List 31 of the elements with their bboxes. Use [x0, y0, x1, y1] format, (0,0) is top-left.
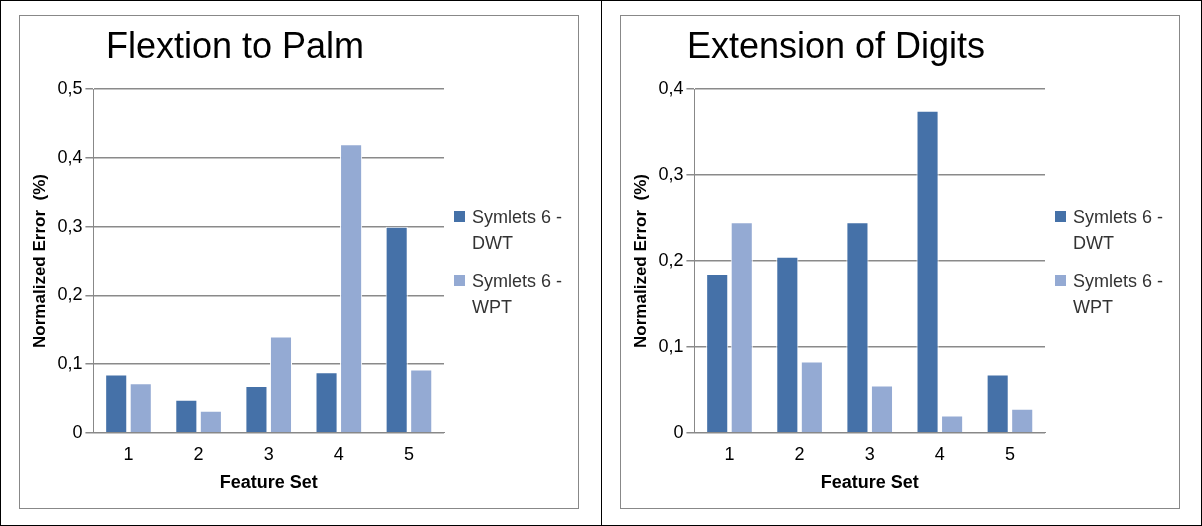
y-tick-label: 0 [673, 421, 684, 442]
y-tick-label: 0,3 [57, 215, 83, 236]
x-tick-label: 5 [403, 443, 414, 464]
y-tick-label: 0,4 [57, 146, 83, 167]
x-tick-label: 4 [333, 443, 344, 464]
y-tick-label: 0,3 [658, 164, 684, 185]
legend-label: Symlets 6 - DWT [1073, 205, 1165, 255]
y-tick-label: 0,5 [57, 78, 83, 99]
y-tick-label: 0,1 [57, 353, 83, 374]
x-tick-label: 1 [724, 443, 735, 464]
x-tick-label: 4 [934, 443, 945, 464]
y-axis-title: Normalized Error (%) [29, 174, 49, 348]
y-tick-label: 0,2 [658, 249, 684, 270]
chart-title: Extension of Digits [686, 24, 986, 66]
x-tick-label: 2 [794, 443, 805, 464]
x-tick-label: 3 [263, 443, 274, 464]
y-tick-label: 0 [72, 421, 83, 442]
legend-label: Symlets 6 - DWT [472, 205, 564, 255]
x-axis-title: Feature Set [219, 472, 318, 493]
y-tick-label: 0,2 [57, 284, 83, 305]
legend-label: Symlets 6 - WPT [1073, 270, 1165, 320]
x-tick-label: 2 [193, 443, 204, 464]
x-axis-title: Feature Set [820, 472, 919, 493]
x-tick-label: 5 [1004, 443, 1015, 464]
y-axis-title: Normalized Error (%) [630, 174, 650, 348]
x-tick-label: 3 [864, 443, 875, 464]
legend-label: Symlets 6 - WPT [472, 270, 564, 320]
x-tick-label: 1 [123, 443, 134, 464]
y-tick-label: 0,1 [658, 335, 684, 356]
chart-title: Flextion to Palm [105, 24, 365, 66]
y-tick-label: 0,4 [658, 78, 684, 99]
